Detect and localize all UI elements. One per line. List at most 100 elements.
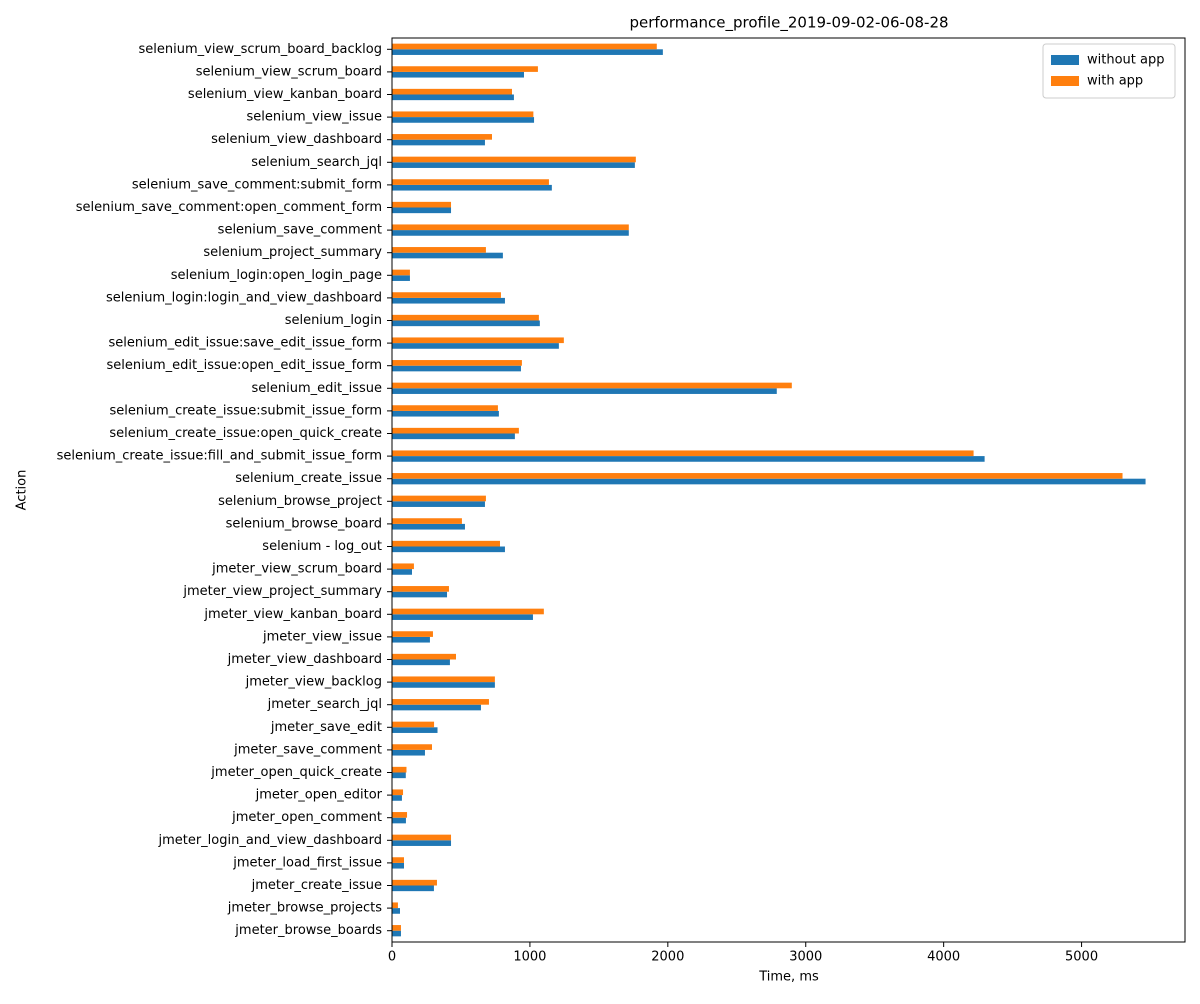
bar <box>392 744 432 750</box>
bar <box>392 66 538 72</box>
y-tick-label: selenium_project_summary <box>203 245 382 260</box>
bar <box>392 297 505 304</box>
bar <box>392 111 534 118</box>
bar <box>392 94 514 101</box>
bar <box>392 885 434 892</box>
bar <box>392 292 501 298</box>
bar <box>392 224 629 231</box>
y-tick-label: selenium_browse_board <box>226 516 382 531</box>
y-tick-label: jmeter_view_issue <box>262 629 382 644</box>
bar <box>392 117 535 123</box>
bar <box>392 156 636 163</box>
bar <box>392 405 498 411</box>
bar <box>392 772 406 779</box>
y-tick-label: selenium_edit_issue:open_edit_issue_form <box>107 358 382 373</box>
bar <box>392 817 406 824</box>
bar <box>392 201 452 208</box>
bar <box>392 653 456 660</box>
bar <box>392 586 449 592</box>
y-tick-label: selenium - log_out <box>262 539 382 554</box>
bar <box>392 569 412 575</box>
bar <box>392 614 533 620</box>
bar <box>392 230 629 236</box>
y-tick-label: jmeter_load_first_issue <box>232 855 382 870</box>
y-tick-label: selenium_login:open_login_page <box>171 268 382 283</box>
x-tick-label: 5000 <box>1065 950 1098 965</box>
bar <box>392 382 792 389</box>
bar <box>392 247 486 253</box>
bar <box>392 410 499 417</box>
legend-label: without app <box>1087 53 1164 68</box>
bar <box>392 501 485 507</box>
y-tick-label: jmeter_view_dashboard <box>227 652 382 667</box>
bar <box>392 162 635 168</box>
bar <box>392 727 438 733</box>
y-tick-label: selenium_create_issue:fill_and_submit_is… <box>57 449 382 464</box>
y-tick-label: selenium_view_kanban_board <box>188 87 382 102</box>
bar <box>392 840 452 846</box>
bar <box>392 139 485 146</box>
bar <box>392 523 465 530</box>
y-tick-label: selenium_view_scrum_board_backlog <box>139 42 383 57</box>
bar <box>392 275 410 281</box>
bar <box>392 563 414 570</box>
bar <box>392 478 1146 485</box>
bar <box>392 659 450 666</box>
bar <box>392 252 503 259</box>
bar <box>392 699 489 705</box>
bar <box>392 721 435 728</box>
bar <box>392 320 540 327</box>
y-tick-label: jmeter_login_and_view_dashboard <box>157 833 382 848</box>
x-tick-label: 4000 <box>927 950 960 965</box>
y-tick-label: selenium_login:login_and_view_dashboard <box>106 290 382 305</box>
bar <box>392 857 404 863</box>
bar <box>392 43 657 50</box>
bar <box>392 540 500 547</box>
bar <box>392 495 486 502</box>
bar <box>392 795 402 801</box>
bar <box>392 749 425 756</box>
y-tick-label: jmeter_open_quick_create <box>210 765 382 780</box>
y-tick-label: jmeter_search_jql <box>267 697 382 712</box>
bar <box>392 862 404 869</box>
y-tick-label: jmeter_browse_boards <box>234 923 382 938</box>
y-tick-label: jmeter_view_project_summary <box>182 584 382 599</box>
y-tick-label: jmeter_create_issue <box>251 878 382 893</box>
bar <box>392 902 398 909</box>
chart-title: performance_profile_2019-09-02-06-08-28 <box>629 14 948 33</box>
bar <box>392 179 549 185</box>
y-tick-label: selenium_save_comment:open_comment_form <box>76 200 382 215</box>
bar <box>392 360 522 366</box>
bar <box>392 49 663 55</box>
bar <box>392 704 481 711</box>
bar <box>392 631 433 637</box>
bar <box>392 834 452 841</box>
legend-swatch <box>1051 55 1079 65</box>
y-tick-label: selenium_create_issue:submit_issue_form <box>109 403 382 418</box>
y-tick-label: selenium_save_comment:submit_form <box>132 177 382 192</box>
y-tick-label: selenium_create_issue:open_quick_create <box>109 426 382 441</box>
bar <box>392 473 1123 479</box>
x-axis-label: Time, ms <box>758 970 819 985</box>
bar <box>392 269 410 276</box>
bar <box>392 608 544 615</box>
y-axis-label: Action <box>15 470 30 511</box>
x-tick-label: 2000 <box>651 950 684 965</box>
y-tick-label: jmeter_save_edit <box>270 720 382 735</box>
x-tick-label: 3000 <box>789 950 822 965</box>
bar <box>392 636 430 643</box>
bar <box>392 337 564 344</box>
y-tick-label: selenium_login <box>285 313 382 328</box>
bar <box>392 134 492 140</box>
y-tick-label: selenium_view_issue <box>247 110 382 125</box>
bar <box>392 518 462 524</box>
y-tick-label: selenium_create_issue <box>235 471 382 486</box>
bar <box>392 591 448 598</box>
bar <box>392 433 515 440</box>
y-tick-label: selenium_view_dashboard <box>211 132 382 147</box>
bar <box>392 546 505 553</box>
x-tick-label: 0 <box>388 950 396 965</box>
bar <box>392 676 495 683</box>
y-tick-label: jmeter_view_kanban_board <box>203 607 382 622</box>
